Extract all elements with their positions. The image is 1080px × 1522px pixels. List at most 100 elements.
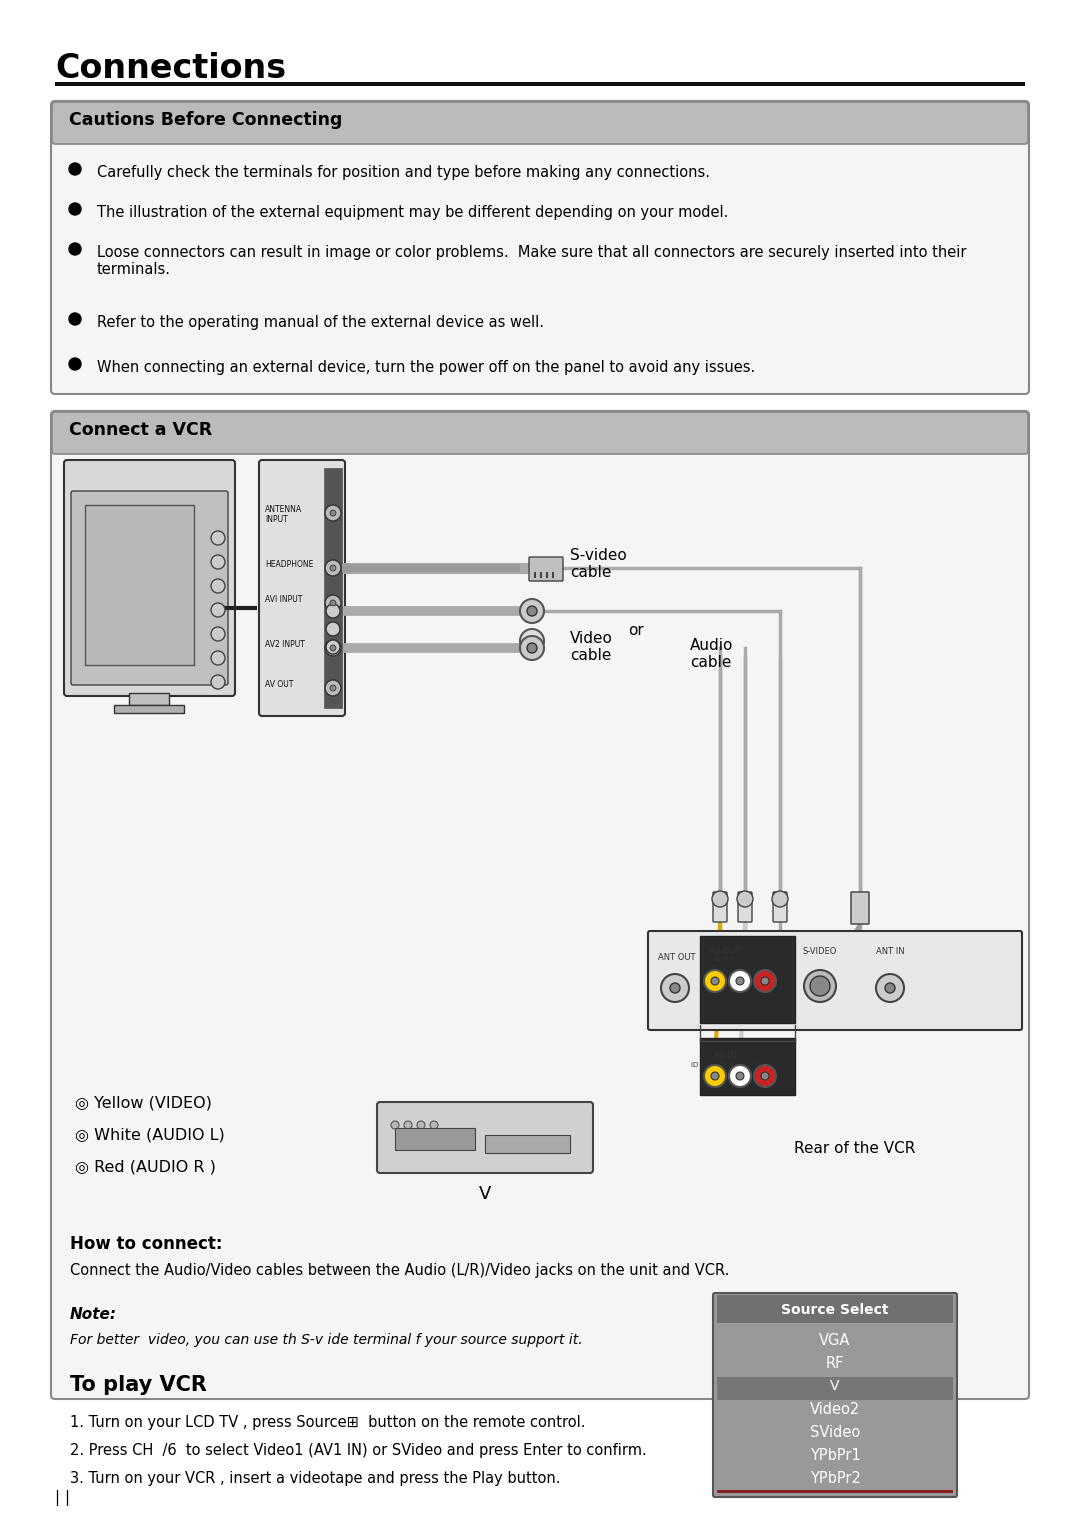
- Circle shape: [712, 890, 728, 907]
- Circle shape: [325, 505, 341, 521]
- Text: V: V: [831, 1379, 840, 1393]
- Text: 3. Turn on your VCR , insert a videotape and press the Play button.: 3. Turn on your VCR , insert a videotape…: [70, 1470, 561, 1485]
- Circle shape: [404, 1122, 411, 1129]
- FancyBboxPatch shape: [529, 557, 563, 581]
- Circle shape: [211, 531, 225, 545]
- Text: Cautions Before Connecting: Cautions Before Connecting: [69, 111, 342, 129]
- Text: V: V: [478, 1186, 491, 1202]
- Text: Audio
cable: Audio cable: [690, 638, 733, 670]
- Text: 2. Press CH  /6  to select Video1 (AV1 IN) or SVideo and press Enter to confirm.: 2. Press CH /6 to select Video1 (AV1 IN)…: [70, 1443, 647, 1458]
- Circle shape: [810, 976, 831, 995]
- Bar: [114, 705, 184, 712]
- Circle shape: [661, 974, 689, 1001]
- Circle shape: [391, 1122, 399, 1129]
- Bar: [395, 1128, 475, 1151]
- Circle shape: [69, 163, 81, 175]
- Circle shape: [330, 600, 336, 606]
- Circle shape: [430, 1122, 438, 1129]
- Circle shape: [69, 358, 81, 370]
- Text: RF: RF: [826, 1356, 845, 1371]
- Text: VGA: VGA: [820, 1333, 851, 1348]
- Bar: [717, 1490, 953, 1493]
- FancyBboxPatch shape: [52, 412, 1028, 454]
- Text: ID 0        L-AUDIO-R: ID 0 L-AUDIO-R: [691, 1062, 759, 1068]
- Bar: [129, 693, 168, 705]
- Circle shape: [735, 977, 744, 985]
- Text: ANT OUT: ANT OUT: [658, 953, 696, 962]
- Circle shape: [69, 202, 81, 215]
- Text: Note:: Note:: [70, 1307, 117, 1323]
- FancyBboxPatch shape: [773, 892, 787, 922]
- Circle shape: [761, 977, 769, 985]
- Text: AVI INPUT: AVI INPUT: [265, 595, 302, 604]
- Circle shape: [211, 627, 225, 641]
- Circle shape: [519, 600, 544, 622]
- Circle shape: [330, 645, 336, 651]
- Text: 1. Turn on your LCD TV , press Source⊞  button on the remote control.: 1. Turn on your LCD TV , press Source⊞ b…: [70, 1415, 585, 1431]
- Text: or: or: [627, 622, 644, 638]
- Text: Loose connectors can result in image or color problems.  Make sure that all conn: Loose connectors can result in image or …: [97, 245, 967, 277]
- Circle shape: [325, 595, 341, 610]
- FancyBboxPatch shape: [851, 892, 869, 924]
- FancyBboxPatch shape: [713, 1294, 957, 1498]
- Text: How to connect:: How to connect:: [70, 1234, 222, 1253]
- Circle shape: [737, 890, 753, 907]
- Circle shape: [519, 629, 544, 653]
- Circle shape: [330, 565, 336, 571]
- Text: ◎ Red (AUDIO R ): ◎ Red (AUDIO R ): [75, 1158, 216, 1173]
- Circle shape: [211, 603, 225, 616]
- Bar: [485, 1135, 570, 1154]
- FancyBboxPatch shape: [52, 102, 1028, 145]
- FancyBboxPatch shape: [377, 1102, 593, 1173]
- Text: AV2 INPUT: AV2 INPUT: [265, 639, 305, 648]
- Circle shape: [211, 578, 225, 594]
- Circle shape: [69, 314, 81, 326]
- FancyBboxPatch shape: [51, 100, 1029, 394]
- Circle shape: [527, 642, 537, 653]
- Circle shape: [326, 604, 340, 618]
- Text: ANT IN: ANT IN: [876, 947, 904, 956]
- Bar: [55, 82, 1025, 87]
- Circle shape: [711, 1071, 719, 1081]
- Text: Connect a VCR: Connect a VCR: [69, 422, 213, 438]
- Text: AV OUT: AV OUT: [710, 947, 741, 956]
- Circle shape: [330, 685, 336, 691]
- Circle shape: [704, 970, 726, 992]
- Text: Source Select: Source Select: [781, 1303, 889, 1317]
- Bar: [85, 505, 194, 665]
- Text: Video2: Video2: [810, 1402, 860, 1417]
- Circle shape: [519, 636, 544, 661]
- Bar: [700, 936, 795, 1023]
- Circle shape: [704, 1065, 726, 1087]
- Text: S-video
cable: S-video cable: [570, 548, 626, 580]
- Text: Rear of the VCR: Rear of the VCR: [794, 1142, 916, 1157]
- Text: ◎ White (AUDIO L): ◎ White (AUDIO L): [75, 1126, 225, 1142]
- Circle shape: [326, 639, 340, 654]
- Circle shape: [211, 674, 225, 689]
- Text: AUDIO: AUDIO: [714, 957, 737, 963]
- Text: Refer to the operating manual of the external device as well.: Refer to the operating manual of the ext…: [97, 315, 544, 330]
- Text: ANTENNA
INPUT: ANTENNA INPUT: [265, 505, 302, 525]
- Circle shape: [670, 983, 680, 992]
- Circle shape: [527, 606, 537, 616]
- Circle shape: [326, 622, 340, 636]
- Bar: [700, 1038, 795, 1094]
- Text: | |: | |: [55, 1490, 70, 1505]
- Circle shape: [754, 970, 777, 992]
- Circle shape: [761, 1071, 769, 1081]
- Text: The illustration of the external equipment may be different depending on your mo: The illustration of the external equipme…: [97, 205, 728, 221]
- Text: Video
cable: Video cable: [570, 632, 612, 664]
- Text: Connect the Audio/Video cables between the Audio (L/R)/Video jacks on the unit a: Connect the Audio/Video cables between t…: [70, 1263, 729, 1278]
- Text: YPbPr2: YPbPr2: [810, 1470, 861, 1485]
- Text: SVideo: SVideo: [810, 1425, 860, 1440]
- Text: AV IN: AV IN: [714, 1052, 737, 1059]
- Text: YPbPr1: YPbPr1: [810, 1447, 861, 1463]
- Circle shape: [754, 1065, 777, 1087]
- Circle shape: [729, 1065, 751, 1087]
- FancyBboxPatch shape: [64, 460, 235, 696]
- Text: When connecting an external device, turn the power off on the panel to avoid any: When connecting an external device, turn…: [97, 361, 755, 374]
- FancyBboxPatch shape: [51, 411, 1029, 1399]
- Circle shape: [772, 890, 788, 907]
- Text: HEADPHONE: HEADPHONE: [265, 560, 313, 569]
- Text: Carefully check the terminals for position and type before making any connection: Carefully check the terminals for positi…: [97, 164, 710, 180]
